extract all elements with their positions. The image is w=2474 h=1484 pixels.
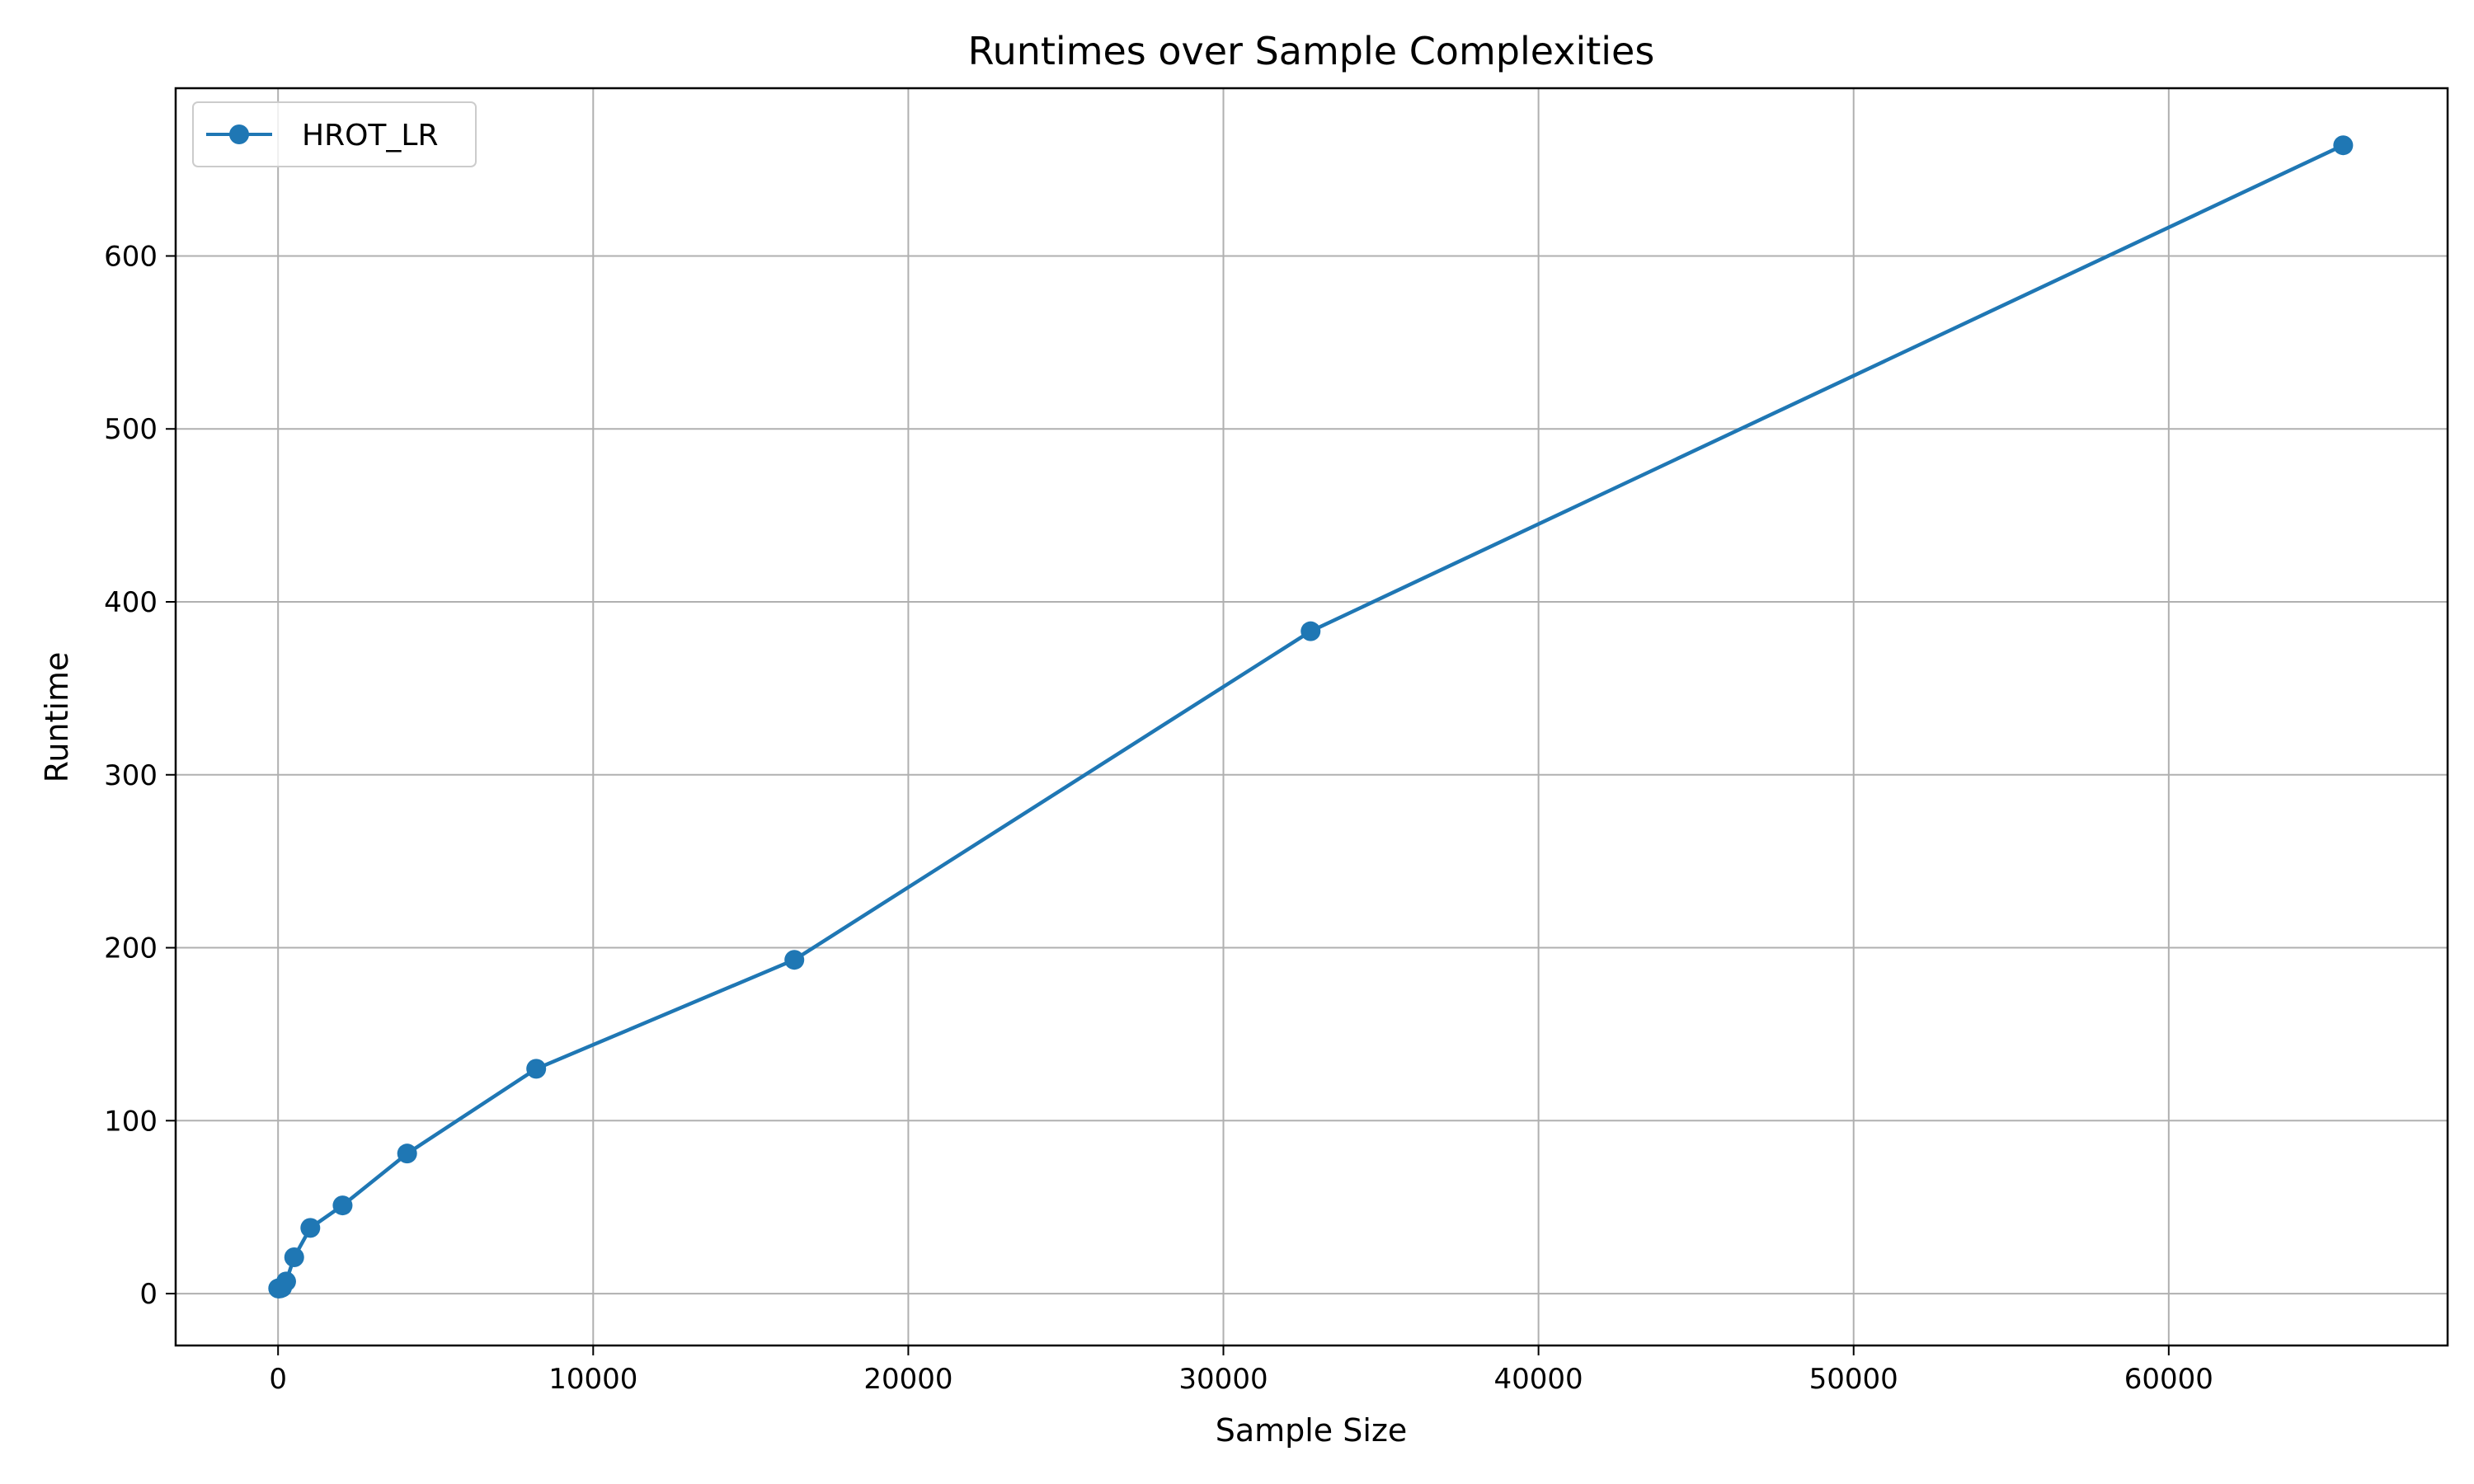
data-point	[1300, 621, 1321, 641]
data-point	[275, 1271, 296, 1292]
chart-title: Runtimes over Sample Complexities	[968, 29, 1655, 73]
x-axis-label: Sample Size	[1216, 1412, 1408, 1449]
y-tick-label: 200	[104, 932, 158, 965]
axis-ticks: 0 10000 20000 30000 40000 50000 60000 0 100 200 30…	[104, 240, 2213, 1396]
legend-entry-label: HROT_LR	[302, 119, 438, 153]
series-layer	[268, 135, 2354, 1298]
data-point	[2333, 135, 2354, 156]
x-tick-label: 60000	[2124, 1363, 2213, 1396]
grid-lines	[176, 88, 2448, 1345]
y-tick-label: 100	[104, 1105, 158, 1138]
y-axis-label: Runtime	[39, 652, 75, 783]
legend: HROT_LR	[192, 101, 477, 167]
y-tick-label: 300	[104, 759, 158, 792]
y-tick-label: 400	[104, 586, 158, 619]
legend-point-marker	[229, 124, 249, 144]
y-tick-label: 0	[139, 1278, 158, 1311]
x-tick-label: 10000	[548, 1363, 637, 1396]
legend-box	[192, 101, 477, 167]
x-tick-label: 40000	[1494, 1363, 1583, 1396]
data-point	[526, 1059, 547, 1079]
x-tick-label: 0	[269, 1363, 287, 1396]
y-tick-label: 500	[104, 413, 158, 446]
x-tick-label: 20000	[863, 1363, 952, 1396]
x-tick-label: 50000	[1809, 1363, 1898, 1396]
plot-frame	[174, 87, 2449, 1347]
y-tick-label: 600	[104, 240, 158, 273]
data-point	[397, 1144, 417, 1164]
x-tick-label: 30000	[1178, 1363, 1268, 1396]
data-point	[784, 950, 805, 970]
data-point	[284, 1247, 304, 1268]
data-point	[300, 1218, 321, 1238]
data-point	[332, 1195, 353, 1216]
